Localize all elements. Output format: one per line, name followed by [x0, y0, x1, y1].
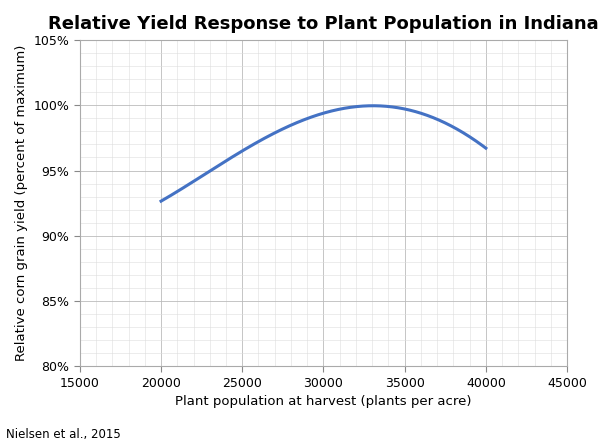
Text: Nielsen et al., 2015: Nielsen et al., 2015 — [6, 428, 121, 441]
X-axis label: Plant population at harvest (plants per acre): Plant population at harvest (plants per … — [175, 395, 472, 408]
Title: Relative Yield Response to Plant Population in Indiana: Relative Yield Response to Plant Populat… — [48, 15, 599, 33]
Y-axis label: Relative corn grain yield (percent of maximum): Relative corn grain yield (percent of ma… — [15, 45, 28, 361]
